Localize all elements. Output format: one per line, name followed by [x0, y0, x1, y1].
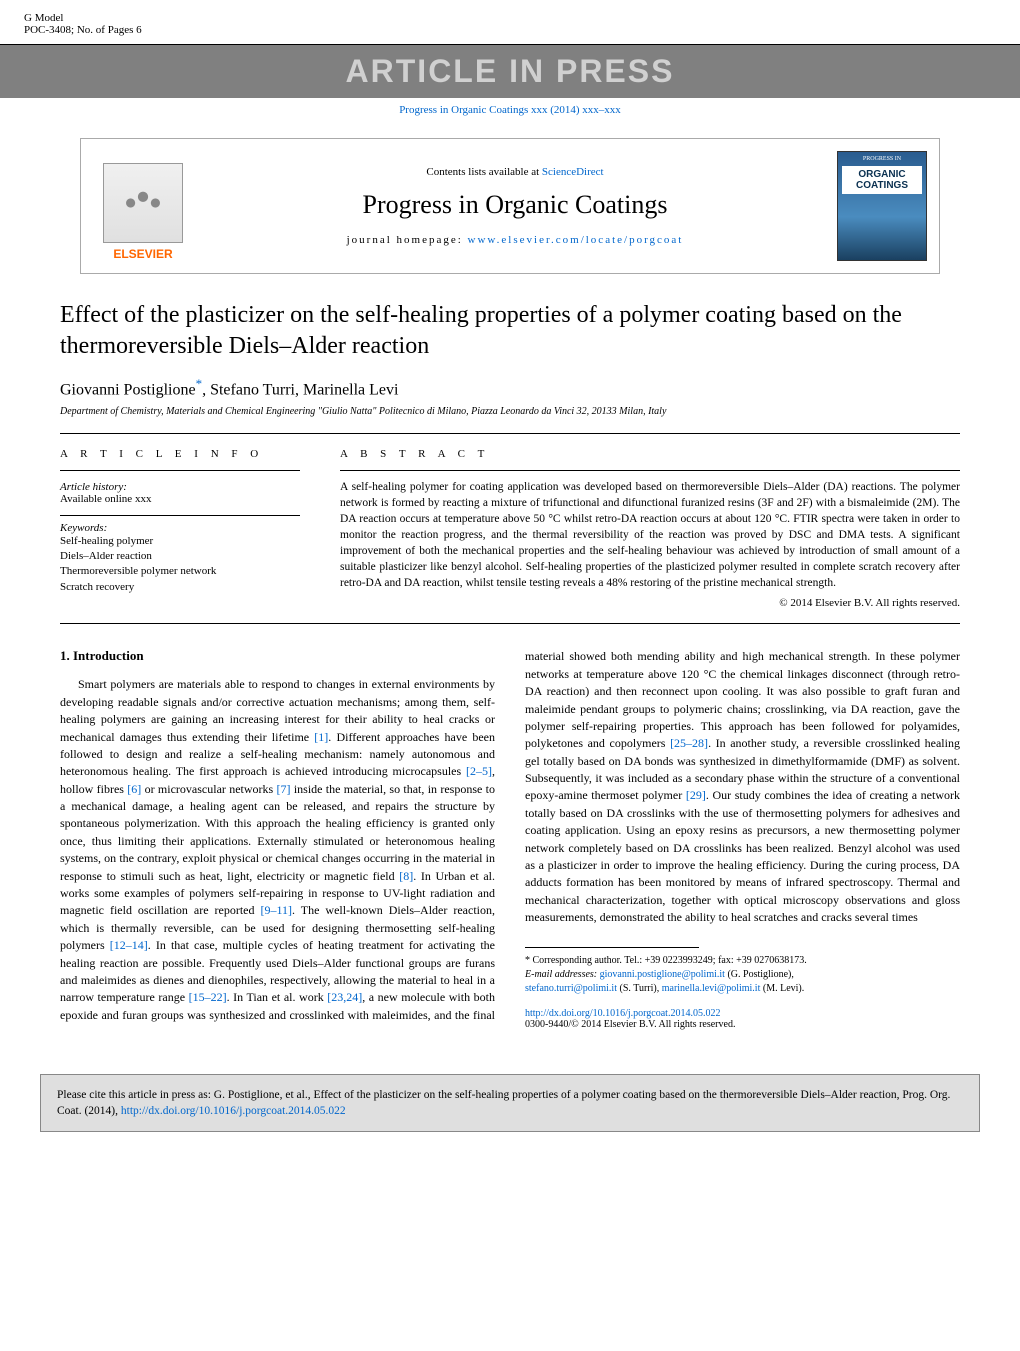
abstract-text: A self-healing polymer for coating appli…	[340, 479, 960, 592]
elsevier-tree-icon	[103, 163, 183, 243]
keyword: Self-healing polymer	[60, 534, 300, 549]
abstract-divider	[340, 470, 960, 471]
journal-info-box: ELSEVIER Contents lists available at Sci…	[80, 138, 940, 274]
article-in-press-banner: ARTICLE IN PRESS	[0, 45, 1020, 98]
page-header: G Model POC-3408; No. of Pages 6	[0, 0, 1020, 45]
abstract-column: A B S T R A C T A self-healing polymer f…	[340, 448, 960, 610]
email-name: (S. Turri),	[617, 983, 662, 994]
keyword: Thermoreversible polymer network	[60, 564, 300, 579]
intro-text: . In Tian et al. work	[227, 990, 328, 1004]
g-model-row: G Model POC-3408; No. of Pages 6	[24, 12, 996, 36]
email-name: (G. Postiglione),	[725, 969, 794, 980]
info-abstract-row: A R T I C L E I N F O Article history: A…	[60, 448, 960, 610]
citation-link[interactable]: [2–5]	[466, 764, 492, 778]
citation-link[interactable]: [29]	[686, 788, 706, 802]
contents-line: Contents lists available at ScienceDirec…	[209, 166, 821, 178]
email-label: E-mail addresses:	[525, 969, 600, 980]
keywords-list: Self-healing polymer Diels–Alder reactio…	[60, 534, 300, 596]
abstract-label: A B S T R A C T	[340, 448, 960, 460]
banner-title: ARTICLE IN PRESS	[8, 53, 1012, 90]
history-text: Available online xxx	[60, 493, 300, 505]
citation-link[interactable]: [7]	[277, 782, 291, 796]
homepage-label: journal homepage:	[347, 234, 468, 246]
author-corresponding: Giovanni Postiglione	[60, 382, 196, 399]
corresponding-footnote: * Corresponding author. Tel.: +39 022399…	[525, 954, 960, 996]
divider-top	[60, 433, 960, 434]
poc-number: POC-3408; No. of Pages 6	[24, 24, 142, 36]
citation-link[interactable]: [15–22]	[189, 990, 227, 1004]
journal-center: Contents lists available at ScienceDirec…	[209, 166, 821, 246]
footnote-divider	[525, 947, 699, 948]
doi-link[interactable]: http://dx.doi.org/10.1016/j.porgcoat.201…	[525, 1008, 960, 1019]
email-link[interactable]: stefano.turri@polimi.it	[525, 983, 617, 994]
citation-box: Please cite this article in press as: G.…	[40, 1074, 980, 1132]
two-column-content: 1. Introduction Smart polymers are mater…	[60, 648, 960, 1029]
email-name: (M. Levi).	[760, 983, 804, 994]
citation-link[interactable]: [8]	[399, 869, 413, 883]
keyword: Diels–Alder reaction	[60, 549, 300, 564]
intro-heading: 1. Introduction	[60, 648, 495, 664]
history-head: Article history:	[60, 481, 300, 493]
elsevier-logo: ELSEVIER	[93, 151, 193, 261]
keyword: Scratch recovery	[60, 580, 300, 595]
keywords-head: Keywords:	[60, 522, 300, 534]
intro-section: 1. Introduction Smart polymers are mater…	[60, 648, 960, 1029]
cover-title: ORGANIC COATINGS	[842, 166, 922, 194]
citebox-doi-link[interactable]: http://dx.doi.org/10.1016/j.porgcoat.201…	[121, 1105, 346, 1117]
contents-label: Contents lists available at	[426, 166, 541, 178]
citation-link[interactable]: [9–11]	[260, 903, 292, 917]
elsevier-text: ELSEVIER	[113, 247, 172, 261]
email-line: E-mail addresses: giovanni.postiglione@p…	[525, 968, 960, 982]
homepage-url[interactable]: www.elsevier.com/locate/porgcoat	[468, 234, 684, 246]
g-model-label: G Model	[24, 12, 142, 24]
article-title: Effect of the plasticizer on the self-he…	[60, 300, 960, 362]
intro-text: . Our study combines the idea of creatin…	[525, 788, 960, 924]
abstract-copyright: © 2014 Elsevier B.V. All rights reserved…	[340, 597, 960, 609]
journal-title: Progress in Organic Coatings	[209, 190, 821, 220]
citation-link[interactable]: [25–28]	[670, 736, 708, 750]
journal-cover-thumbnail: PROGRESS IN ORGANIC COATINGS	[837, 151, 927, 261]
issn-copyright: 0300-9440/© 2014 Elsevier B.V. All right…	[525, 1019, 960, 1030]
top-citation-link[interactable]: Progress in Organic Coatings xxx (2014) …	[0, 98, 1020, 122]
citation-link[interactable]: [23,24]	[327, 990, 362, 1004]
cover-top-label: PROGRESS IN	[842, 156, 922, 162]
authors-rest: , Stefano Turri, Marinella Levi	[202, 382, 398, 399]
article-info-column: A R T I C L E I N F O Article history: A…	[60, 448, 300, 610]
affiliation: Department of Chemistry, Materials and C…	[60, 406, 960, 417]
sciencedirect-link[interactable]: ScienceDirect	[542, 166, 604, 178]
corresp-line: * Corresponding author. Tel.: +39 022399…	[525, 954, 960, 968]
doi-section: http://dx.doi.org/10.1016/j.porgcoat.201…	[525, 1008, 960, 1030]
citation-link[interactable]: [1]	[314, 730, 328, 744]
citation-link[interactable]: [6]	[127, 782, 141, 796]
article-body: Effect of the plasticizer on the self-he…	[0, 290, 1020, 1050]
article-info-label: A R T I C L E I N F O	[60, 448, 300, 460]
email-link[interactable]: marinella.levi@polimi.it	[662, 983, 761, 994]
journal-homepage: journal homepage: www.elsevier.com/locat…	[209, 234, 821, 246]
authors-line: Giovanni Postiglione*, Stefano Turri, Ma…	[60, 376, 960, 399]
email-link[interactable]: giovanni.postiglione@polimi.it	[600, 969, 725, 980]
intro-text: polymers	[60, 938, 110, 952]
info-divider	[60, 470, 300, 471]
email-line-2: stefano.turri@polimi.it (S. Turri), mari…	[525, 982, 960, 996]
intro-text: inside the material, so that, in respons…	[60, 782, 495, 883]
divider-mid	[60, 623, 960, 624]
intro-text: or microvascular networks	[141, 782, 276, 796]
info-divider-2	[60, 515, 300, 516]
citation-link[interactable]: [12–14]	[110, 938, 148, 952]
